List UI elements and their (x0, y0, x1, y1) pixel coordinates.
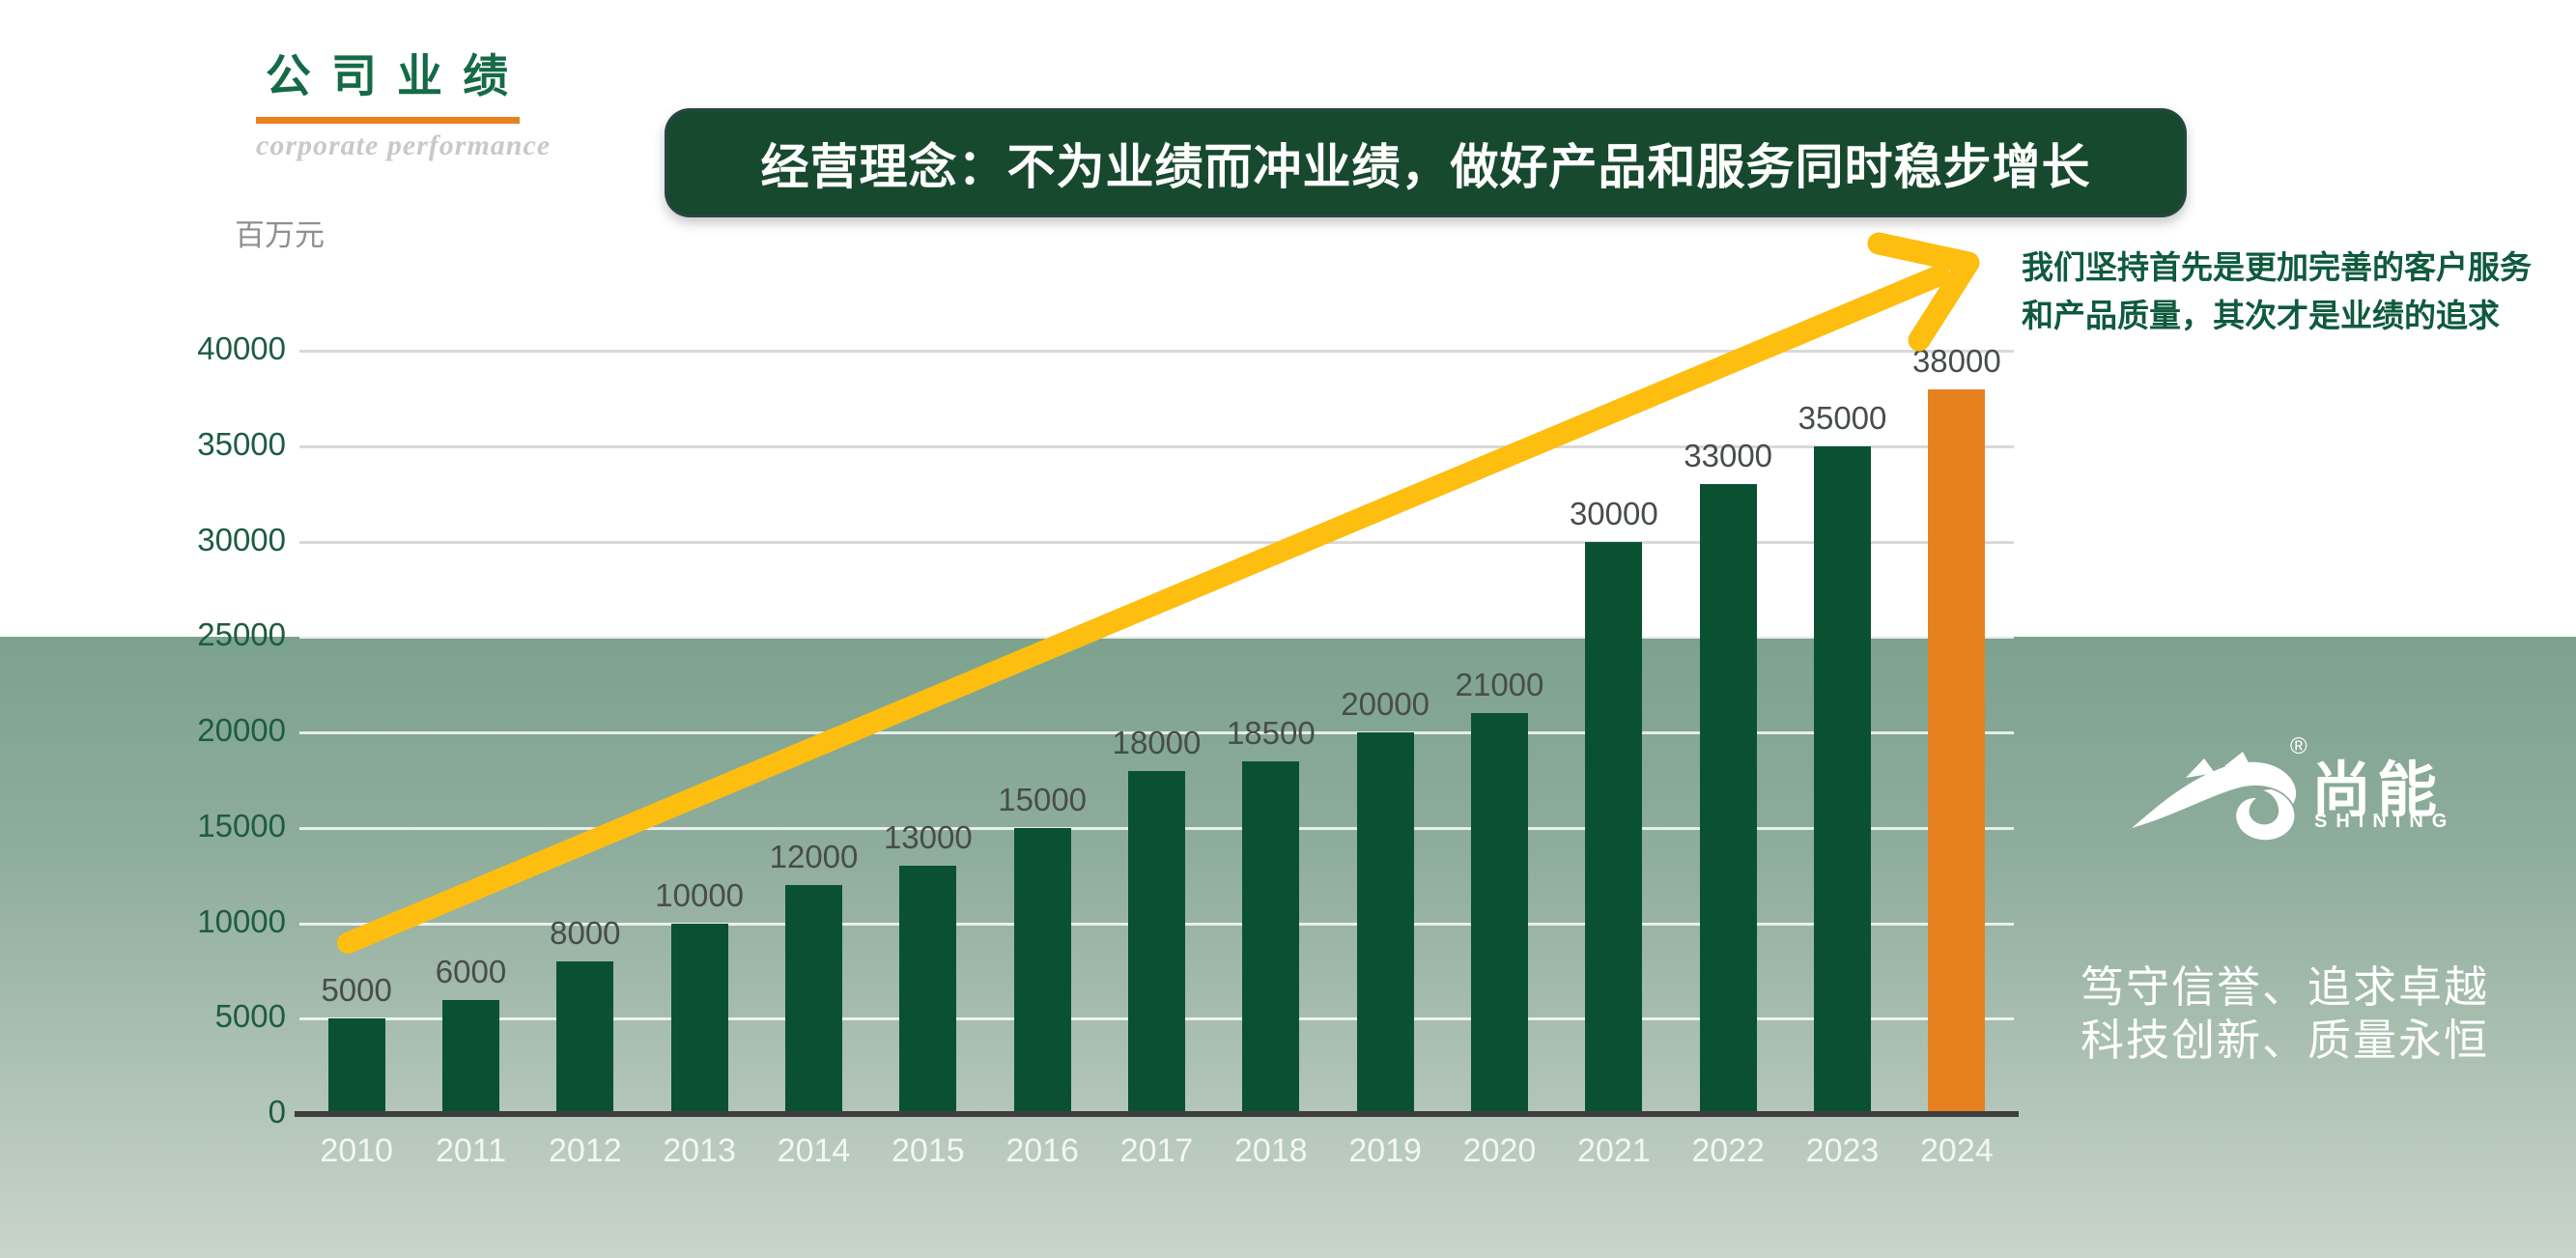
brand-block: ® 尚能 SHINING (2130, 729, 2535, 855)
gridline-40000 (299, 350, 2014, 353)
bar-2013 (670, 923, 728, 1114)
x-tick-label: 2017 (1119, 1132, 1194, 1169)
y-tick-label: 35000 (197, 425, 286, 462)
brand-swirl-icon (2132, 752, 2297, 841)
bar-value-label: 30000 (1569, 495, 1658, 531)
x-tick-label: 2016 (1005, 1132, 1079, 1169)
bar-2017 (1128, 770, 1185, 1114)
bar-2020 (1471, 713, 1528, 1114)
philosophy-banner: 经营理念：不为业绩而冲业绩，做好产品和服务同时稳步增长 (665, 108, 2187, 217)
x-tick-label: 2021 (1577, 1132, 1651, 1169)
bar-2011 (442, 999, 499, 1114)
x-axis-line (295, 1111, 2019, 1117)
bar-value-label: 15000 (998, 781, 1088, 817)
y-tick-label: 0 (268, 1094, 286, 1129)
side-note: 我们坚持首先是更加完善的客户服务 和产品质量，其次才是业绩的追求 (2022, 243, 2576, 340)
y-axis-unit-label: 百万元 (235, 218, 325, 252)
motto: 笃守信誉、追求卓越 科技创新、质量永恒 (2081, 960, 2489, 1067)
x-tick-label: 2024 (1920, 1132, 1994, 1169)
bar-2016 (1013, 827, 1071, 1114)
bar-2010 (327, 1018, 385, 1114)
y-tick-label: 25000 (197, 616, 286, 653)
bar-2019 (1356, 732, 1414, 1114)
y-tick-label: 5000 (214, 998, 286, 1035)
bar-value-label: 13000 (883, 819, 973, 856)
x-tick-label: 2013 (663, 1132, 736, 1169)
brand-name: 尚能 (2311, 758, 2444, 824)
bar-value-label: 35000 (1798, 399, 1887, 436)
side-note-line2: 和产品质量，其次才是业绩的追求 (2022, 298, 2500, 333)
philosophy-banner-text: 经营理念：不为业绩而冲业绩，做好产品和服务同时稳步增长 (760, 139, 2091, 194)
bar-2012 (556, 961, 614, 1114)
page-subtitle: corporate performance (256, 129, 552, 161)
y-tick-label: 40000 (197, 330, 286, 366)
x-tick-label: 2011 (435, 1132, 507, 1169)
bar-2022 (1699, 484, 1757, 1114)
y-tick-label: 20000 (197, 712, 286, 748)
bar-value-label: 21000 (1455, 667, 1544, 703)
x-tick-label: 2020 (1462, 1132, 1537, 1169)
x-tick-label: 2019 (1348, 1132, 1422, 1169)
bar-2023 (1814, 445, 1871, 1114)
title-block: 公 司 业 绩 corporate performance (256, 39, 552, 162)
x-tick-label: 2010 (320, 1132, 393, 1169)
bar-value-label: 33000 (1684, 438, 1773, 474)
gridline-25000 (299, 636, 2014, 640)
motto-line2: 科技创新、质量永恒 (2081, 1015, 2490, 1065)
side-note-line1: 我们坚持首先是更加完善的客户服务 (2022, 249, 2532, 285)
bar-value-label: 8000 (550, 915, 621, 951)
bar-2015 (899, 866, 957, 1114)
x-tick-label: 2023 (1805, 1132, 1880, 1169)
page-title: 公 司 业 绩 (265, 50, 513, 101)
y-tick-label: 15000 (197, 807, 286, 843)
y-tick-label: 10000 (197, 902, 286, 939)
bar-2014 (785, 885, 842, 1114)
bar-2024 (1928, 388, 1986, 1114)
y-tick-label: 30000 (197, 521, 286, 558)
x-tick-label: 2014 (777, 1132, 851, 1169)
gridline-30000 (299, 540, 2014, 544)
motto-line1: 笃守信誉、追求卓越 (2081, 962, 2490, 1012)
bar-value-label: 6000 (435, 953, 507, 989)
title-underline (256, 117, 520, 124)
bar-2021 (1585, 541, 1643, 1114)
x-tick-label: 2015 (892, 1132, 965, 1169)
bar-value-label: 10000 (655, 876, 745, 913)
registered-trademark-icon: ® (2290, 733, 2307, 759)
x-tick-label: 2018 (1234, 1132, 1308, 1169)
brand-latin-name: SHINING (2314, 811, 2456, 832)
x-tick-label: 2022 (1691, 1132, 1765, 1169)
bar-value-label: 5000 (321, 972, 392, 1009)
x-tick-label: 2012 (549, 1132, 622, 1169)
bar-value-label: 38000 (1911, 342, 2001, 379)
bar-2018 (1242, 760, 1300, 1114)
